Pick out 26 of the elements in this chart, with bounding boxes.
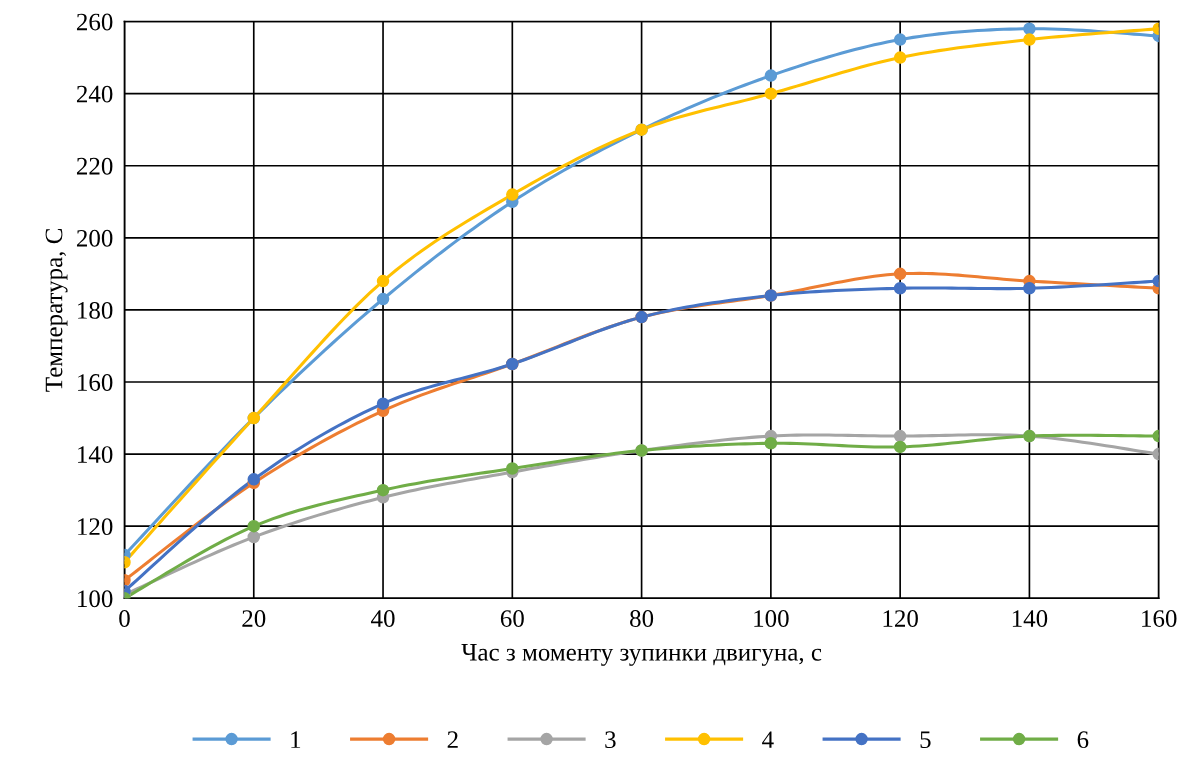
y-tick-label: 120 bbox=[78, 518, 113, 536]
x-axis-title: Час з моменту зупинки двигуна, с bbox=[461, 644, 822, 666]
y-tick-label: 220 bbox=[76, 157, 113, 175]
x-tick-label: 80 bbox=[630, 610, 654, 627]
legend-label: 6 bbox=[1077, 731, 1089, 749]
legend-label: 3 bbox=[605, 731, 616, 749]
x-tick-label: 120 bbox=[883, 610, 918, 627]
y-tick-label: 100 bbox=[78, 590, 113, 608]
legend-label: 5 bbox=[920, 731, 931, 749]
y-tick-label: 180 bbox=[78, 301, 113, 319]
y-tick-label: 240 bbox=[76, 85, 113, 103]
x-tick-label: 40 bbox=[371, 610, 395, 627]
y-tick-label: 200 bbox=[76, 229, 113, 247]
x-tick-label: 0 bbox=[119, 610, 130, 627]
x-tick-label: 100 bbox=[754, 610, 789, 627]
legend-label: 1 bbox=[291, 731, 301, 748]
y-axis-title: Температура, С bbox=[45, 229, 68, 392]
x-tick-label: 60 bbox=[500, 610, 524, 627]
x-tick-label: 20 bbox=[242, 610, 266, 627]
x-tick-label: 140 bbox=[1012, 610, 1048, 627]
x-tick-label: 160 bbox=[1142, 610, 1177, 627]
y-tick-label: 160 bbox=[78, 374, 113, 391]
legend-label: 4 bbox=[762, 731, 774, 748]
legend-label: 2 bbox=[447, 731, 458, 748]
y-tick-label: 140 bbox=[78, 446, 113, 464]
y-tick-label: 260 bbox=[76, 13, 113, 31]
